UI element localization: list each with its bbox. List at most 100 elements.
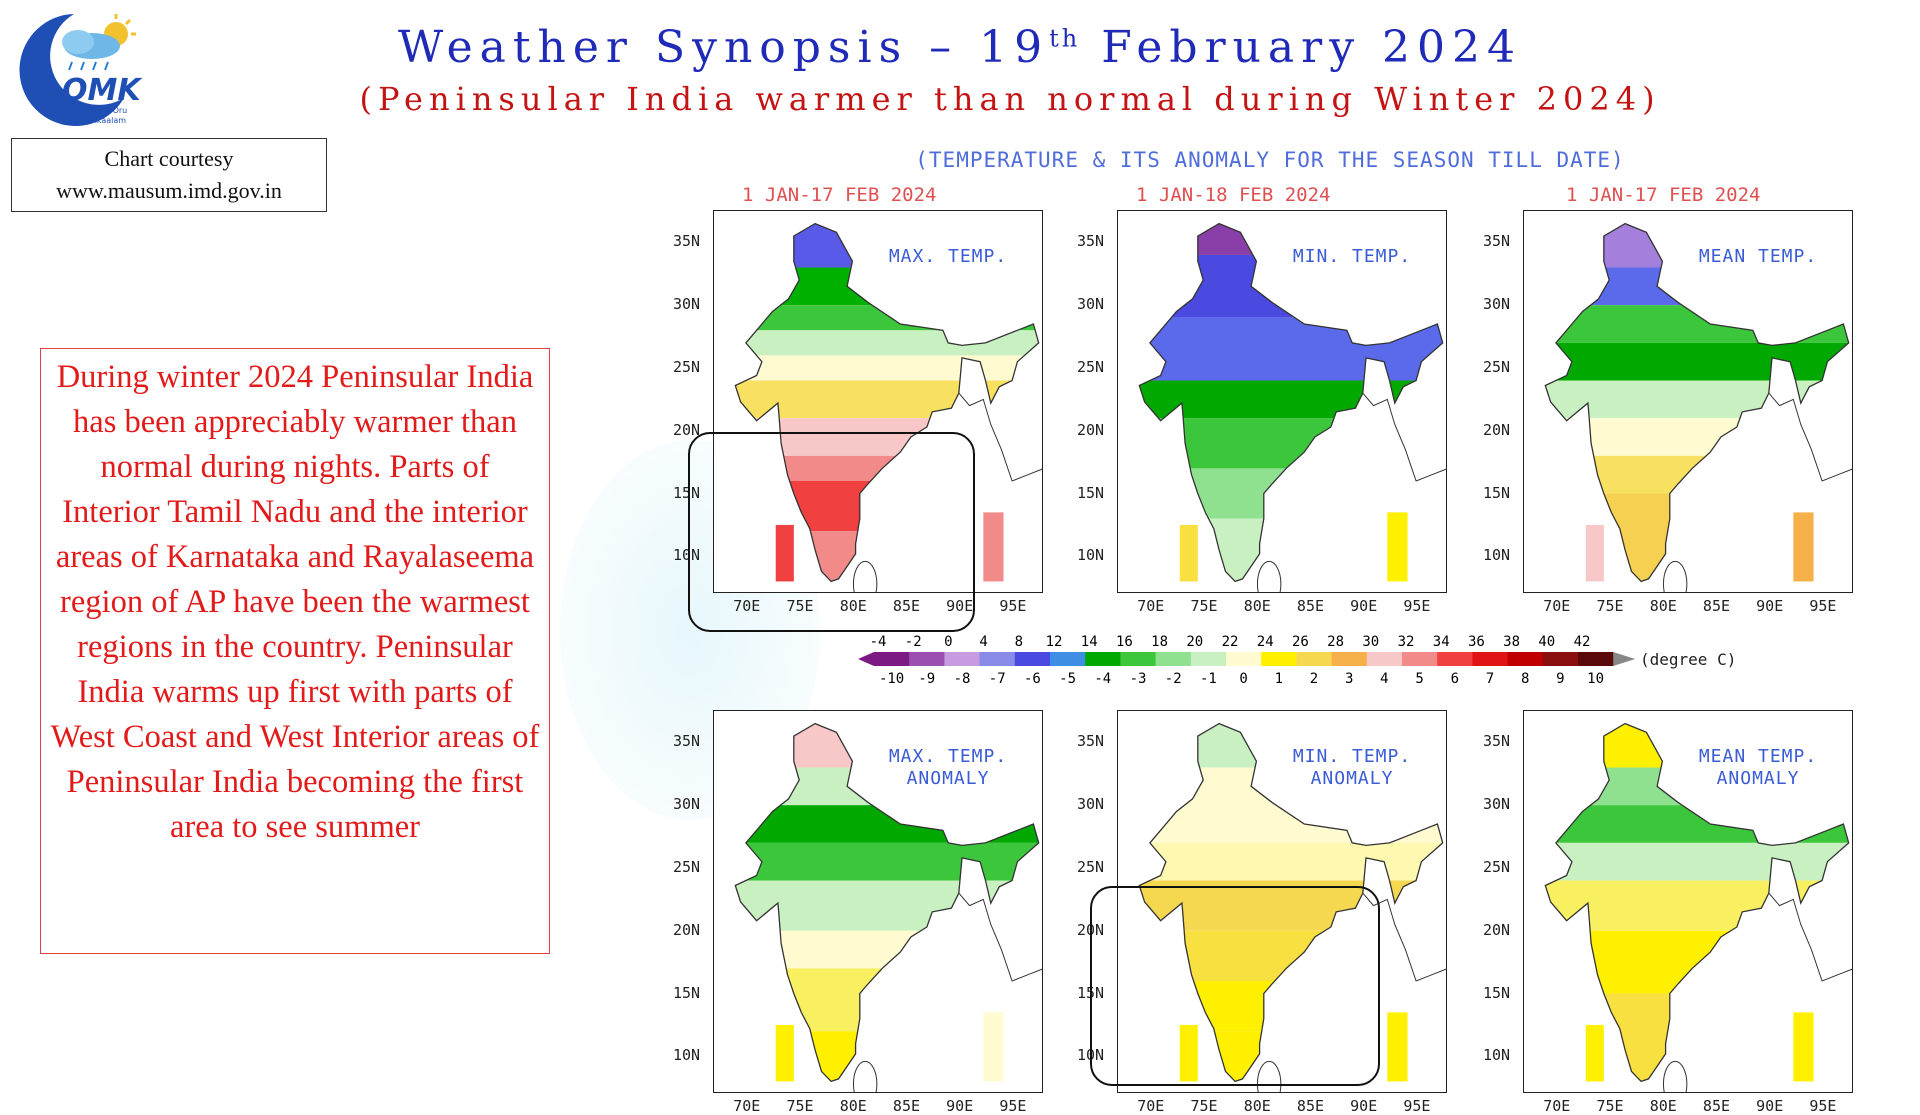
lat-tick-label: 25N — [1483, 357, 1511, 376]
colorbar-swatch — [944, 652, 981, 666]
temperature-band — [1545, 930, 1849, 994]
andaman-inset — [1793, 1012, 1814, 1082]
lat-tick-label: 30N — [1483, 795, 1511, 814]
colorbar-temp-label: 34 — [1433, 634, 1450, 650]
lat-tick-label: 10N — [673, 1046, 701, 1065]
colorbar-temp-label: 22 — [1222, 634, 1239, 650]
temperature-band — [1139, 842, 1443, 881]
colorbar-anomaly-label: -2 — [1165, 671, 1182, 687]
lon-tick-label: 95E — [999, 1097, 1027, 1115]
colorbar-swatch — [1402, 652, 1438, 666]
panel-label-line: MIN. TEMP. — [1292, 246, 1412, 267]
colorbar-swatch — [1542, 652, 1579, 666]
lon-tick-label: 70E — [733, 597, 761, 615]
lon-tick-label: 85E — [892, 597, 921, 615]
lakshadweep-inset — [1179, 1024, 1198, 1082]
panel-label: MAX. TEMP. ANOMALY — [863, 746, 1033, 790]
lon-tick-label: 75E — [1190, 1097, 1218, 1115]
lon-tick-label: 80E — [1649, 597, 1677, 615]
lakshadweep-inset — [1179, 524, 1198, 582]
season-heading: (TEMPERATURE & ITS ANOMALY FOR THE SEASO… — [915, 148, 1625, 172]
lat-tick-label: 35N — [1483, 232, 1511, 251]
colorbar-temp-label: 18 — [1151, 634, 1168, 650]
colorbar-anomaly-label: -1 — [1200, 671, 1217, 687]
lon-tick-label: 85E — [892, 1097, 921, 1115]
chart-courtesy-box: Chart courtesy www.mausum.imd.gov.in — [11, 138, 327, 212]
lakshadweep-inset — [775, 524, 794, 582]
lat-tick-label: 35N — [1077, 232, 1105, 251]
lon-tick-label: 95E — [1403, 597, 1431, 615]
panel-label-line: ANOMALY — [1716, 768, 1800, 789]
colorbar-swatch — [1578, 652, 1614, 666]
colorbar-swatch — [874, 652, 910, 666]
colorbar-swatch — [1331, 652, 1368, 666]
india-outline — [1544, 222, 1850, 583]
colorbar-temp-label: 4 — [979, 634, 987, 650]
panel-label: MEAN TEMP. ANOMALY — [1673, 746, 1843, 790]
lat-tick-label: 30N — [673, 795, 701, 814]
andaman-inset — [983, 1012, 1004, 1082]
lon-tick-label: 70E — [1543, 1097, 1571, 1115]
panel-label-line: MEAN TEMP. — [1698, 246, 1818, 267]
lon-tick-label: 90E — [1756, 1097, 1784, 1115]
map-panel-4 — [713, 710, 1043, 1093]
panel-label-line: ANOMALY — [906, 768, 990, 789]
colorbar-swatch — [1437, 652, 1473, 666]
colorbar-anomaly-label: 8 — [1521, 671, 1529, 687]
map-panel-2 — [1117, 210, 1447, 593]
temperature-band — [735, 842, 1039, 881]
colorbar-left-arrow — [858, 652, 874, 666]
colorbar-temp-label: 8 — [1015, 634, 1023, 650]
lat-tick-label: 10N — [673, 546, 701, 565]
sri-lanka-outline — [1256, 1060, 1282, 1092]
colorbar-temp-label: 38 — [1503, 634, 1520, 650]
lat-tick-label: 20N — [1483, 420, 1511, 439]
lat-tick-label: 25N — [673, 857, 701, 876]
lat-tick-label: 30N — [1077, 295, 1105, 314]
colorbar-anomaly-label: 10 — [1587, 671, 1604, 687]
colorbar-swatch — [1366, 652, 1403, 666]
colorbar-anomaly-label: -6 — [1024, 671, 1041, 687]
colorbar-anomaly-label: 0 — [1239, 671, 1247, 687]
panel-label: MEAN TEMP. — [1673, 246, 1843, 268]
colorbar-swatch — [1190, 652, 1227, 666]
temperature-band — [1545, 418, 1849, 456]
sri-lanka-outline — [1662, 1060, 1688, 1092]
colorbar-anomaly-label: 3 — [1345, 671, 1353, 687]
neighbor-coastline — [1362, 392, 1446, 482]
colorbar-anomaly-label: 9 — [1556, 671, 1564, 687]
map-panel-3 — [1523, 210, 1853, 593]
colorbar-swatch — [1261, 652, 1297, 666]
lat-tick-label: 25N — [1077, 357, 1105, 376]
colorbar-temp-label: 14 — [1081, 634, 1098, 650]
lon-tick-label: 85E — [1296, 1097, 1325, 1115]
temperature-band — [1545, 267, 1849, 306]
lat-tick-label: 25N — [1483, 857, 1511, 876]
lon-tick-label: 70E — [1137, 1097, 1165, 1115]
temperature-band — [1545, 842, 1849, 881]
temperature-band — [1545, 342, 1849, 381]
lon-tick-label: 75E — [1596, 597, 1624, 615]
lat-tick-label: 30N — [1483, 295, 1511, 314]
neighbor-coastline — [958, 392, 1042, 482]
india-outline — [734, 722, 1040, 1083]
india-outline — [734, 222, 1040, 583]
neighbor-coastline — [958, 892, 1042, 982]
colorbar-swatch — [1155, 652, 1192, 666]
colorbar-swatch — [909, 652, 945, 666]
colorbar-anomaly-label: -4 — [1094, 671, 1111, 687]
colorbar-temp-label: 12 — [1046, 634, 1063, 650]
colorbar-temp-label: -2 — [905, 634, 922, 650]
lat-tick-label: 15N — [673, 483, 701, 502]
lon-tick-label: 95E — [1403, 1097, 1431, 1115]
colorbar-anomaly-label: 1 — [1275, 671, 1283, 687]
colorbar-swatch — [1507, 652, 1544, 666]
omk-logo: OMK Chennaiyil Oru Mazhaikkaalam — [4, 6, 144, 131]
description-text: During winter 2024 Peninsular India has … — [50, 359, 540, 845]
svg-text:Mazhaikkaalam: Mazhaikkaalam — [64, 116, 126, 125]
temperature-band — [1545, 380, 1849, 419]
description-box: During winter 2024 Peninsular India has … — [40, 348, 550, 954]
lon-tick-label: 95E — [1809, 1097, 1837, 1115]
colorbar-anomaly-label: 7 — [1486, 671, 1494, 687]
colorbar-swatch — [1120, 652, 1157, 666]
